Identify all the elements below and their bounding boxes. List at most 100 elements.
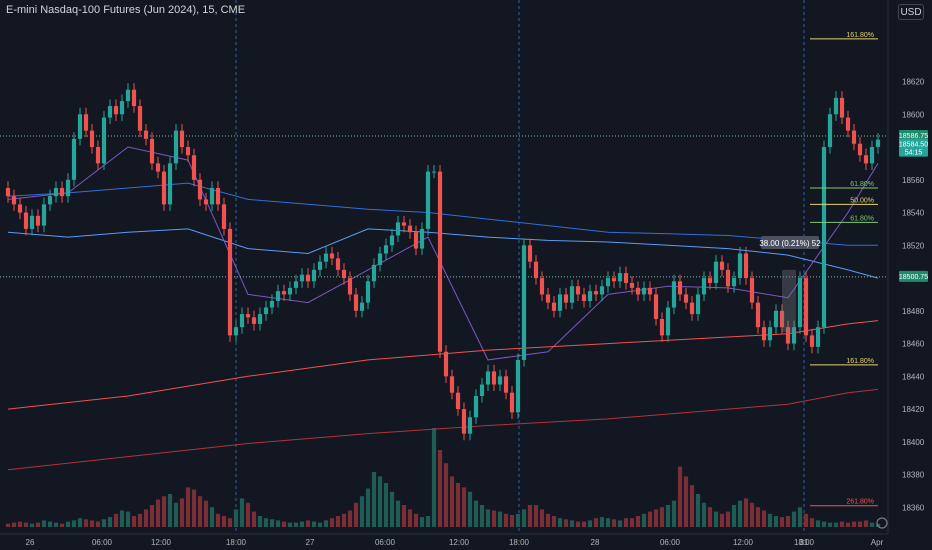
candle-body [323, 253, 329, 262]
candle-body [59, 187, 65, 197]
volume-bar [809, 518, 815, 527]
x-tick-label: 18:00 [794, 538, 815, 547]
settings-icon[interactable] [876, 517, 888, 529]
y-tick-label: 18460 [902, 340, 925, 349]
volume-bar [257, 516, 263, 527]
candle-body [593, 291, 599, 295]
volume-bar [191, 489, 197, 527]
candle-body [437, 171, 443, 352]
volume-bar [113, 513, 119, 527]
volume-bar [221, 516, 227, 527]
price-label-box-1 [899, 138, 928, 157]
candle-body [221, 204, 227, 229]
candle-body [35, 215, 41, 226]
volume-bar [479, 505, 485, 527]
volume-bar [299, 521, 305, 527]
candle-body [251, 317, 257, 324]
candle-body [869, 147, 875, 164]
volume-bar [761, 510, 767, 527]
volume-bar [587, 520, 593, 527]
candle-body [275, 291, 281, 301]
volume-bar [311, 521, 317, 527]
y-tick-label: 18480 [902, 307, 925, 316]
candle-body [497, 376, 503, 385]
volume-bar [701, 502, 707, 527]
volume-bar [425, 516, 431, 527]
volume-bar [83, 519, 89, 527]
candle-body [581, 294, 587, 301]
volume-bar [275, 520, 281, 527]
volume-bar [779, 517, 785, 527]
candle-body [305, 274, 311, 282]
volume-bar [815, 520, 821, 527]
candle-body [605, 278, 611, 287]
volume-bar [305, 520, 311, 527]
candle-body [479, 384, 485, 396]
candle-body [641, 287, 647, 295]
volume-bar [143, 509, 149, 527]
candle-body [77, 114, 83, 139]
candle-body [257, 314, 263, 324]
candle-body [233, 327, 239, 336]
volume-bar [863, 520, 869, 527]
candle-body [485, 371, 491, 385]
volume-bar [743, 498, 749, 527]
candle-body [701, 278, 707, 295]
volume-bar [383, 483, 389, 527]
volume-bar [5, 523, 11, 527]
candle-body [185, 147, 191, 156]
x-tick-label: 06:00 [92, 538, 113, 547]
volume-bar [503, 513, 509, 527]
volume-bar [719, 513, 725, 527]
volume-bar [467, 491, 473, 527]
volume-bar [635, 516, 641, 527]
candle-body [17, 204, 23, 213]
price-label-countdown: 54:15 [905, 150, 923, 157]
x-tick-label: 06:00 [660, 538, 681, 547]
candle-body [575, 286, 581, 295]
candle-body [215, 187, 221, 205]
volume-bar [413, 513, 419, 527]
candle-body [491, 371, 497, 385]
candle-body [5, 187, 11, 197]
ma-line-1 [7, 182, 878, 246]
candle-body [767, 327, 773, 341]
candle-body [809, 335, 815, 347]
candle-body [839, 97, 845, 118]
fib-label: 61.80% [850, 215, 874, 222]
volume-bar [89, 520, 95, 527]
candle-body [689, 302, 695, 315]
volume-bar [605, 518, 611, 527]
measure-range [782, 269, 796, 333]
candle-body [113, 106, 119, 115]
ma-line-4 [7, 388, 879, 471]
candle-body [563, 294, 569, 303]
volume-bar [185, 487, 191, 527]
volume-bar [281, 521, 287, 527]
volume-bar [317, 522, 323, 527]
candle-body [197, 179, 203, 200]
candle-body [737, 253, 743, 279]
volume-bar [485, 509, 491, 527]
volume-bar [365, 488, 371, 527]
volume-bar [335, 516, 341, 527]
volume-bar [53, 522, 59, 527]
volume-bar [785, 516, 791, 527]
volume-bar [389, 491, 395, 527]
volume-bar [419, 517, 425, 527]
x-tick-label: 18:00 [226, 538, 247, 547]
volume-bar [449, 476, 455, 527]
candle-body [347, 278, 353, 295]
chart-title: E-mini Nasdaq-100 Futures (Jun 2024), 15… [6, 4, 246, 16]
volume-bar [803, 513, 809, 527]
candle-body [773, 310, 779, 328]
volume-bar [545, 513, 551, 527]
volume-bar [167, 494, 173, 527]
candle-body [785, 327, 791, 344]
y-tick-label: 18420 [902, 405, 925, 414]
candle-body [311, 269, 317, 282]
volume-bar [539, 509, 545, 527]
currency-badge[interactable]: USD [898, 4, 924, 20]
